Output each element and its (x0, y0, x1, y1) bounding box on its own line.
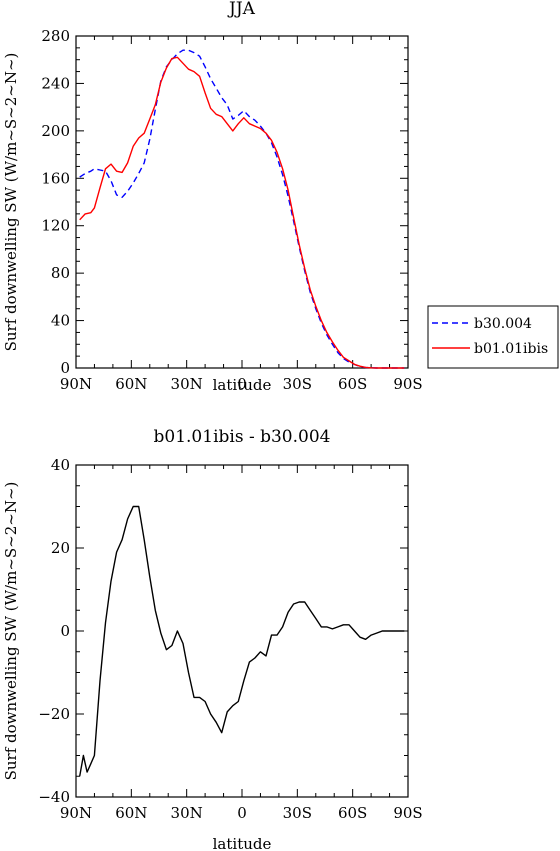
legend-box (427, 305, 559, 369)
bottom-y-tick-label: −20 (38, 705, 70, 723)
top-y-tick-label: 280 (41, 27, 70, 45)
bottom-x-axis-label: latitude (213, 835, 272, 851)
bottom-y-tick-label: −40 (38, 788, 70, 806)
bottom-x-tick-label: 90N (60, 804, 92, 822)
top-x-tick-label: 60N (115, 375, 147, 393)
bottom-chart-title: b01.01ibis - b30.004 (154, 427, 331, 447)
top-series-line-b30-004 (79, 49, 405, 369)
bottom-plot-frame (75, 464, 409, 798)
bottom-y-tick-label: 0 (60, 622, 70, 640)
bottom-y-tick-label: 40 (51, 456, 70, 474)
top-series (79, 49, 405, 369)
bottom-series (79, 505, 405, 777)
top-y-tick-label: 160 (41, 169, 70, 187)
legend-label-b30-004: b30.004 (474, 316, 532, 332)
bottom-y-axis-label: Surf downwelling SW (W/m~S~2~N~) (2, 482, 20, 781)
bottom-x-tick-label: 60N (115, 804, 147, 822)
top-y-tick-label: 80 (51, 264, 70, 282)
bottom-panel: b01.01ibis - b30.004 90N 60N 30N 0 30S 60S 90S… (2, 427, 423, 851)
top-y-tick-label: 120 (41, 217, 70, 235)
top-x-tick-label: 30N (171, 375, 203, 393)
bottom-x-tick-label: 30S (283, 804, 312, 822)
bottom-ticks: 90N 60N 30N 0 30S 60S 90S −40 −20 0 20 40 (38, 456, 422, 822)
top-x-tick-label: 90N (60, 375, 92, 393)
top-plot-frame (75, 35, 409, 369)
top-chart-title: JJA (227, 0, 256, 19)
top-x-axis-label: latitude (213, 376, 272, 394)
bottom-x-tick-label: 30N (171, 804, 203, 822)
top-x-tick-label: 0 (237, 375, 247, 393)
bottom-y-tick-label: 20 (51, 539, 70, 557)
bottom-x-tick-label: 90S (393, 804, 422, 822)
top-y-tick-label: 40 (51, 312, 70, 330)
top-y-tick-label: 0 (60, 359, 70, 377)
bottom-series-line-difference (79, 505, 405, 777)
top-panel: JJA 90N 60N 30N 0 30S 60S 90S 0 40 80 120 160 200 240… (2, 0, 423, 394)
top-y-tick-label: 240 (41, 74, 70, 92)
top-y-axis-label: Surf downwelling SW (W/m~S~2~N~) (2, 53, 20, 352)
bottom-x-tick-label: 60S (338, 804, 367, 822)
bottom-x-tick-label: 0 (237, 804, 247, 822)
top-series-line-b01-01ibis (79, 56, 405, 369)
legend-label-b01-01ibis: b01.01ibis (474, 341, 548, 357)
legend: b30.004 b01.01ibis (427, 305, 559, 369)
top-ticks: 90N 60N 30N 0 30S 60S 90S 0 40 80 120 160 200 240 280 (41, 27, 422, 393)
top-x-tick-label: 30S (283, 375, 312, 393)
top-x-tick-label: 60S (338, 375, 367, 393)
top-x-tick-label: 90S (393, 375, 422, 393)
top-y-tick-label: 200 (41, 122, 70, 140)
